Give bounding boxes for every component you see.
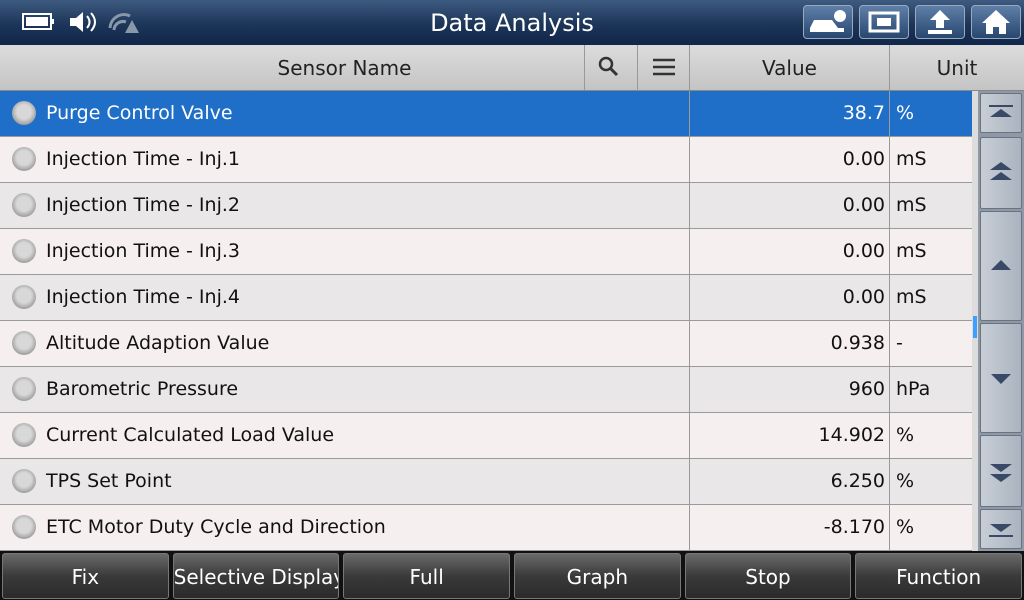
sensor-unit: - — [889, 321, 969, 366]
sensor-unit: mS — [889, 229, 969, 274]
icon — [990, 162, 1012, 180]
footer: Fix Selective Display Full Graph Stop Functio… — [0, 551, 1024, 600]
sensor-name: Altitude Adaption Value — [46, 332, 270, 354]
select-indicator — [12, 423, 36, 447]
sensor-row[interactable]: Injection Time - Inj.4 0.00 mS — [0, 275, 972, 321]
sensor-row[interactable]: Injection Time - Inj.1 0.00 mS — [0, 137, 972, 183]
line-down-button[interactable] — [980, 323, 1022, 433]
sensor-value: 0.00 — [689, 183, 885, 228]
top-bar: Data Analysis — [0, 0, 1024, 45]
select-indicator — [12, 331, 36, 355]
scroll-buttons — [978, 91, 1024, 551]
footer-button[interactable]: Stop — [684, 553, 852, 599]
select-indicator — [12, 469, 36, 493]
footer-button[interactable]: Full — [343, 553, 510, 599]
search-icon[interactable] — [597, 55, 621, 79]
sensor-name: Injection Time - Inj.1 — [46, 148, 240, 170]
sensor-name: Current Calculated Load Value — [46, 424, 335, 446]
sensor-unit: mS — [889, 275, 969, 320]
scroll-bottom-button[interactable] — [980, 509, 1022, 549]
divider — [889, 45, 890, 90]
select-indicator — [12, 147, 36, 171]
vehicle-icon — [810, 10, 846, 32]
icon — [991, 260, 1011, 270]
sensor-row[interactable]: Current Calculated Load Value 14.902% — [0, 413, 972, 459]
column-header: Value — [762, 56, 817, 80]
sensor-row[interactable]: TPS Set Point 6.250% — [0, 459, 972, 505]
divider — [689, 45, 690, 90]
column-header: Sensor Name — [0, 45, 689, 90]
select-indicator — [12, 193, 36, 217]
footer-button[interactable]: Selective Display — [172, 553, 340, 599]
sensor-value: 6.250 — [689, 459, 885, 504]
sensor-value: -8.170 — [689, 505, 885, 550]
vehicle-info-button[interactable] — [803, 5, 853, 39]
line-up-button[interactable] — [980, 211, 1022, 321]
sensor-row[interactable]: Barometric Pressure 960 hPa — [0, 367, 972, 413]
footer-button[interactable]: Fix — [2, 553, 169, 599]
scroll-top-button[interactable] — [980, 93, 1022, 133]
sensor-name: Barometric Pressure — [46, 378, 239, 400]
select-indicator — [12, 285, 36, 309]
menu-icon[interactable] — [652, 57, 676, 77]
table-body: Purge Control Valve 38.7% Injection Time -… — [0, 91, 972, 551]
column-header: Unit — [936, 56, 978, 80]
print-icon — [868, 11, 900, 33]
icon — [991, 374, 1011, 384]
sensor-name: Purge Control Valve — [46, 102, 233, 124]
sensor-name: ETC Motor Duty Cycle and Direction — [46, 516, 386, 538]
icon — [990, 464, 1012, 482]
sensor-row[interactable]: Injection Time - Inj.2 0.00 mS — [0, 183, 972, 229]
footer-button[interactable]: Function — [855, 553, 1022, 599]
icon — [989, 105, 1013, 117]
back-button[interactable] — [915, 5, 965, 39]
sensor-name: Injection Time - Inj.4 — [46, 286, 240, 308]
title: Data Analysis — [430, 9, 594, 37]
sensor-name: TPS Set Point — [46, 470, 172, 492]
sensor-unit: % — [889, 91, 969, 136]
divider — [584, 45, 585, 90]
select-indicator — [12, 515, 36, 539]
icon — [989, 524, 1013, 537]
sensor-value: 0.00 — [689, 137, 885, 182]
sensor-value: 0.938 — [689, 321, 885, 366]
sensor-unit: % — [889, 413, 969, 458]
sensor-value: 0.00 — [689, 275, 885, 320]
status-icons — [22, 12, 139, 33]
sensor-value: 14.902 — [689, 413, 885, 458]
scroll-thumb[interactable] — [973, 316, 977, 338]
select-indicator — [12, 239, 36, 263]
page-up-button[interactable] — [980, 137, 1022, 209]
sensor-unit: mS — [889, 183, 969, 228]
select-indicator — [12, 101, 36, 125]
sensor-unit: mS — [889, 137, 969, 182]
page-down-button[interactable] — [980, 435, 1022, 507]
table-header: Sensor Name Value Unit — [0, 45, 1024, 91]
sensor-value: 0.00 — [689, 229, 885, 274]
sensor-row[interactable]: Injection Time - Inj.3 0.00 mS — [0, 229, 972, 275]
home-button[interactable] — [971, 5, 1021, 39]
sensor-unit: % — [889, 505, 969, 550]
home-icon — [982, 10, 1010, 34]
print-button[interactable] — [859, 5, 909, 39]
sensor-name: Injection Time - Inj.2 — [46, 194, 240, 216]
sensor-row[interactable]: Altitude Adaption Value 0.938- — [0, 321, 972, 367]
sensor-unit: hPa — [889, 367, 969, 412]
sensor-row[interactable]: Purge Control Valve 38.7% — [0, 91, 972, 137]
back-icon — [928, 10, 952, 34]
divider — [637, 45, 638, 90]
sensor-unit: % — [889, 459, 969, 504]
footer-button[interactable]: Graph — [514, 553, 681, 599]
column-title: Sensor Name — [277, 56, 412, 80]
sensor-name: Injection Time - Inj.3 — [46, 240, 240, 262]
sensor-value: 38.7 — [689, 91, 885, 136]
sensor-row[interactable]: ETC Motor Duty Cycle and Direction -8.170… — [0, 505, 972, 551]
sensor-value: 960 — [689, 367, 885, 412]
select-indicator — [12, 377, 36, 401]
